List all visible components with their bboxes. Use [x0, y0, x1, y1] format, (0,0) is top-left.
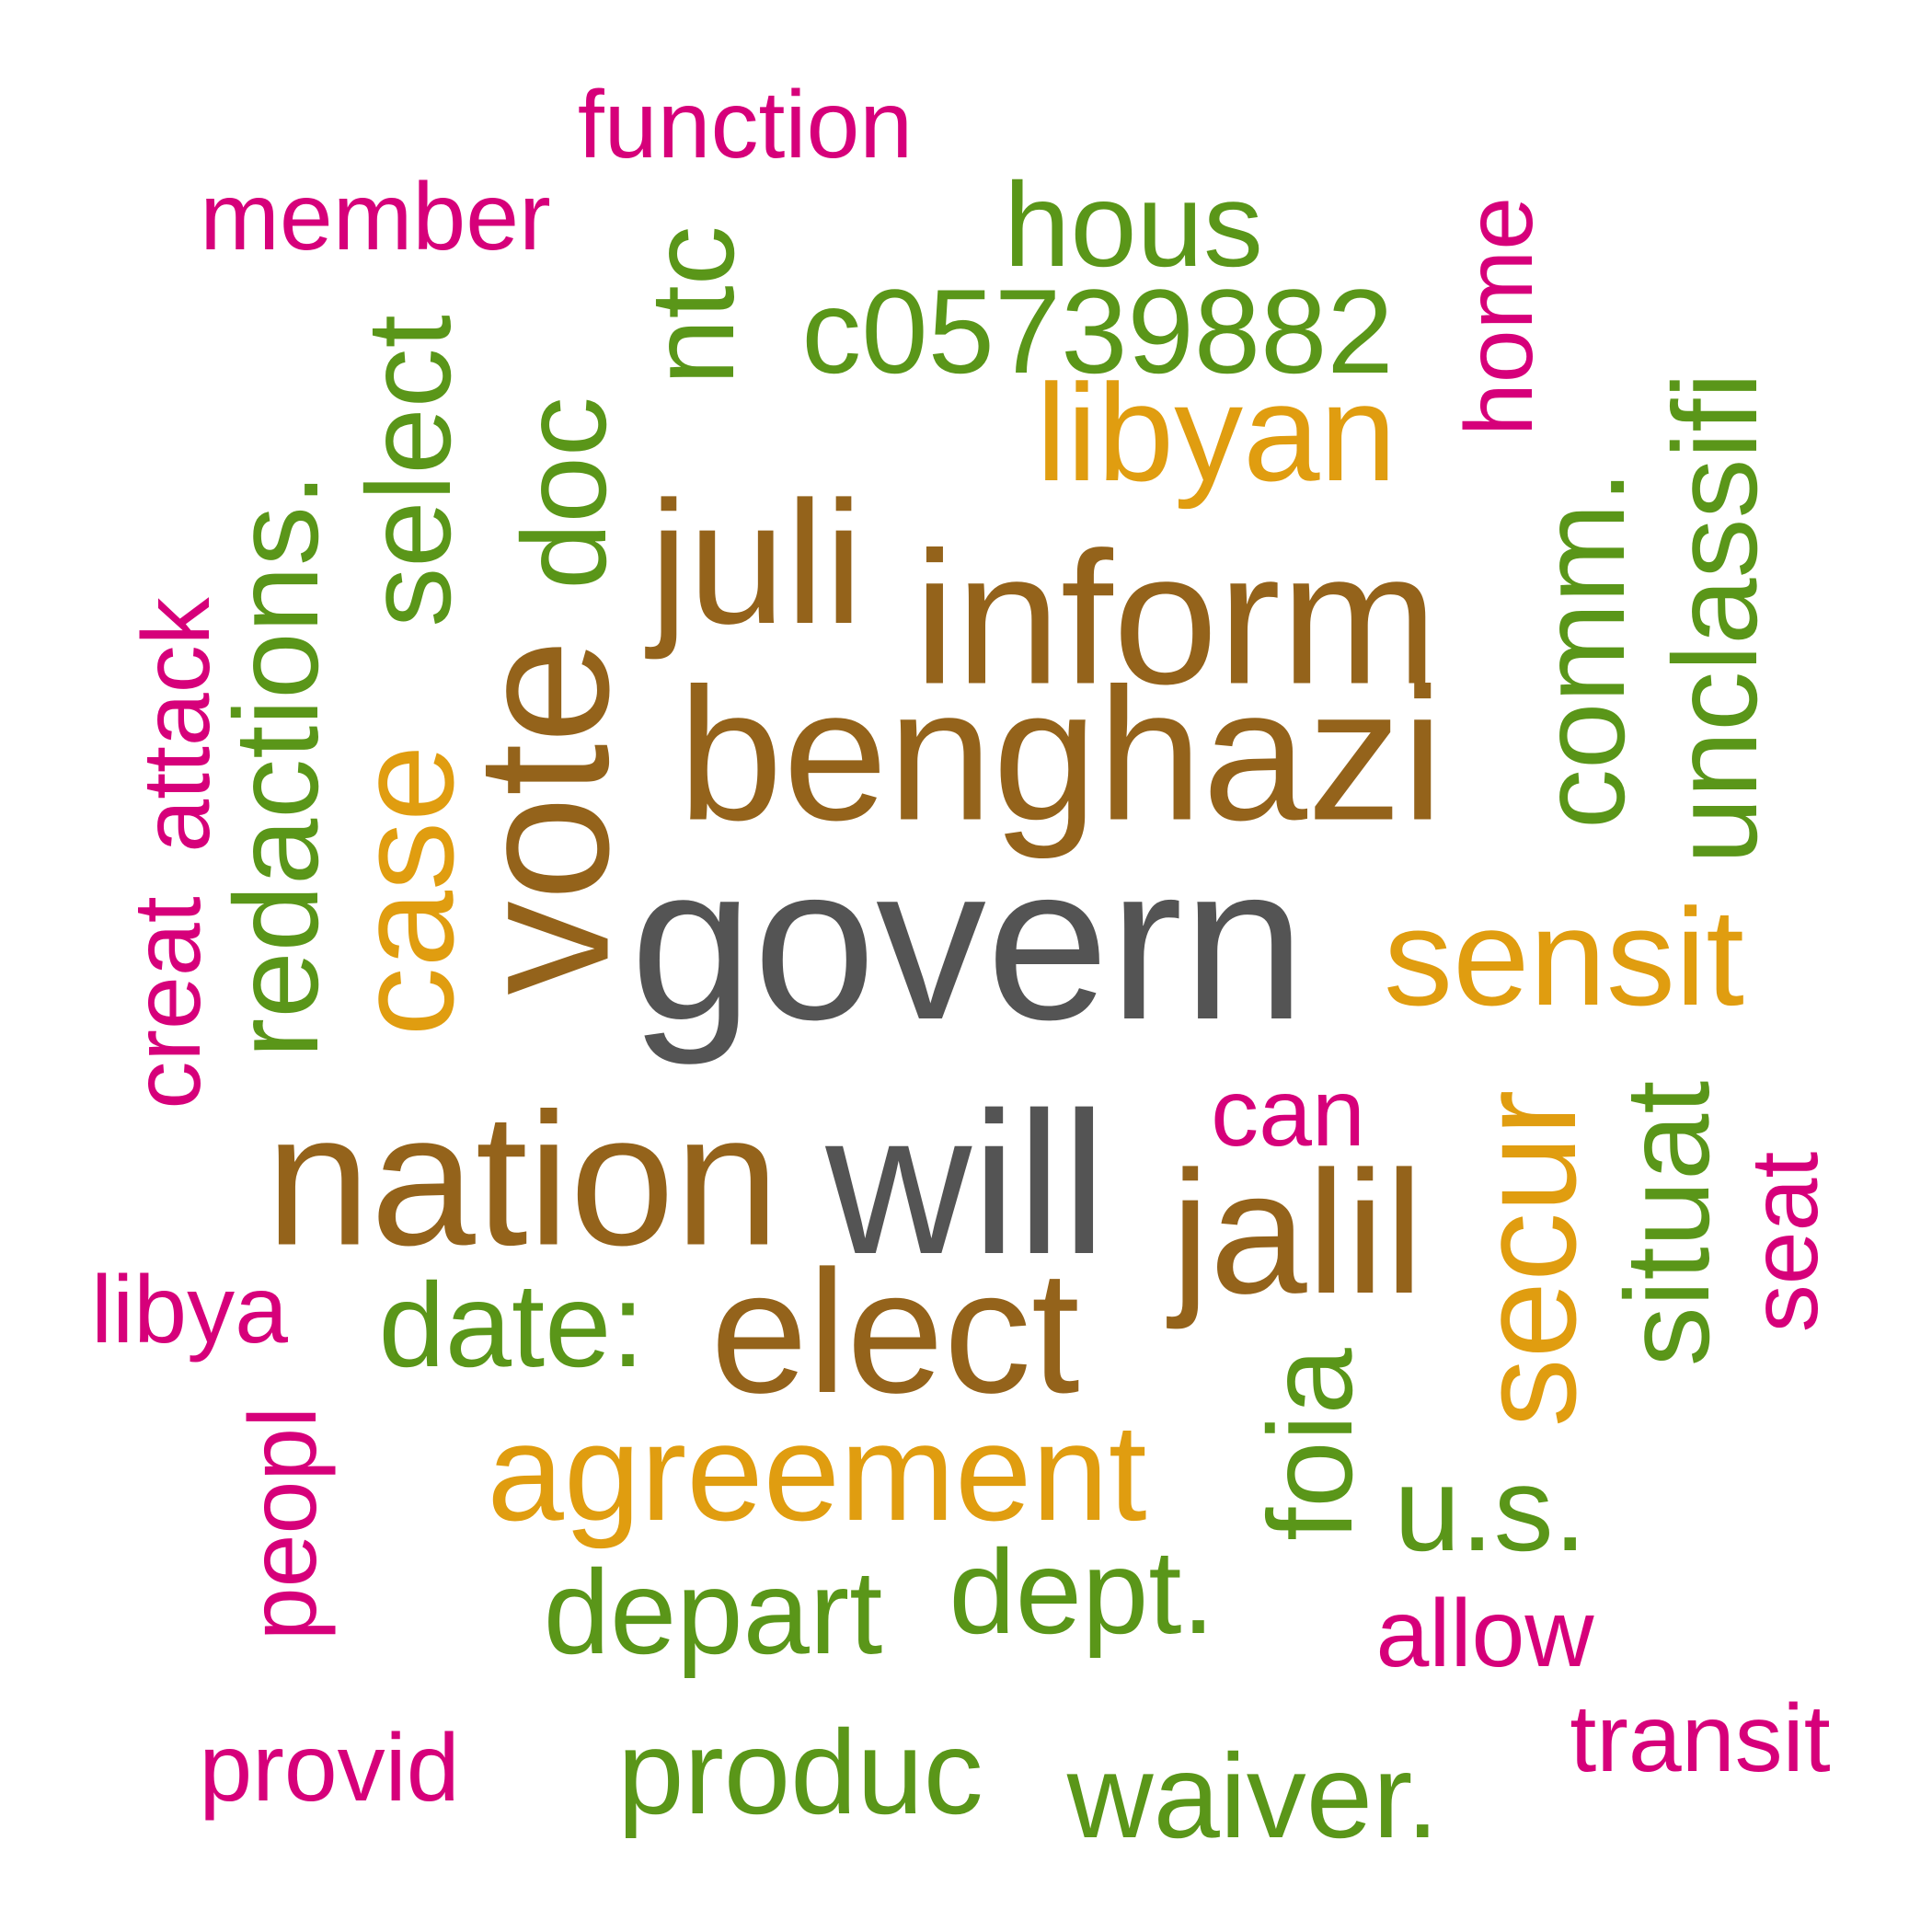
- word-nation: nation: [265, 1074, 780, 1285]
- word-juli: juli: [649, 466, 864, 661]
- word-redactions: redactions.: [209, 473, 343, 1058]
- word-dept: dept.: [949, 1524, 1215, 1659]
- word-jalil: jalil: [1170, 1135, 1424, 1330]
- word-libya: libya: [91, 1257, 288, 1363]
- word-c05739882: c05739882: [801, 264, 1394, 398]
- word-date: date:: [378, 1258, 645, 1392]
- word-will: will: [825, 1070, 1107, 1296]
- word-sensit: sensit: [1384, 880, 1744, 1034]
- word-peopl: peopl: [230, 1406, 337, 1641]
- word-us: u.s.: [1394, 1442, 1587, 1576]
- word-secur: secur: [1450, 1089, 1604, 1428]
- word-benghazi: benghazi: [677, 649, 1444, 860]
- word-situat: situat: [1600, 1080, 1734, 1367]
- word-hous: hous: [1004, 157, 1263, 292]
- word-can: can: [1211, 1060, 1365, 1167]
- word-transit: transit: [1570, 1685, 1831, 1792]
- word-elect: elect: [710, 1235, 1080, 1430]
- word-govern: govern: [630, 819, 1305, 1065]
- word-waiver: waiver.: [1066, 1729, 1440, 1863]
- word-produc: produc: [617, 1705, 983, 1839]
- word-creat: creat: [114, 896, 221, 1110]
- word-depart: depart: [543, 1545, 883, 1679]
- word-unclassifi: unclassifi: [1648, 372, 1782, 865]
- word-agreement: agreement: [487, 1395, 1147, 1549]
- word-member: member: [200, 164, 551, 270]
- word-inform: inform: [914, 512, 1438, 724]
- word-doc: doc: [497, 397, 631, 590]
- word-provid: provid: [199, 1715, 460, 1822]
- word-function: function: [577, 72, 914, 178]
- word-home: home: [1446, 196, 1553, 437]
- word-foia: foia: [1243, 1348, 1377, 1541]
- word-comm: comm.: [1515, 470, 1650, 829]
- word-select: select: [341, 315, 476, 627]
- word-allow: allow: [1375, 1581, 1594, 1687]
- word-case: case: [328, 744, 482, 1037]
- word-attack: attack: [123, 597, 230, 853]
- word-libyan: libyan: [1036, 355, 1397, 510]
- word-ntc: ntc: [625, 225, 759, 385]
- word-seat: seat: [1731, 1151, 1838, 1333]
